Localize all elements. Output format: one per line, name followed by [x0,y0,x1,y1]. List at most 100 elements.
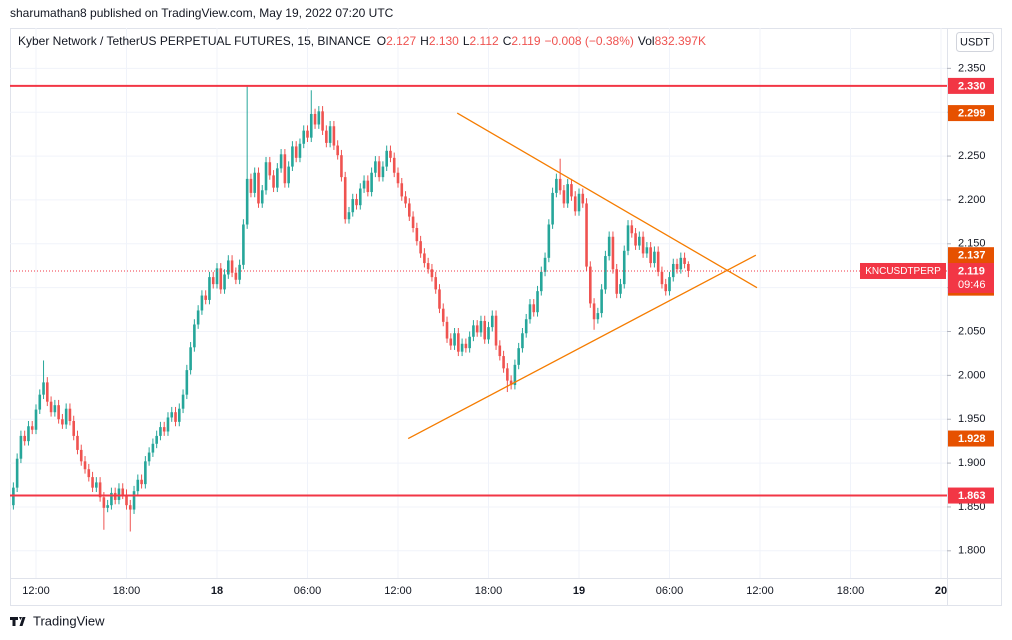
x-tick-label: 06:00 [294,585,322,597]
y-tick-label: 1.900 [958,457,986,469]
candle-body [645,247,649,254]
candle-body [577,193,581,212]
candle-body [434,277,438,290]
candle-body [389,150,392,158]
candle-body [513,364,517,386]
candle-body [460,343,464,352]
candle-body [502,356,505,369]
legend-value: 832.397K [655,34,706,48]
candle-body [272,175,275,188]
candle-body [649,247,652,264]
candle-body [687,263,690,271]
candle-body [79,449,83,462]
candle-body [30,426,34,430]
candle-body [634,233,637,246]
candle-body [536,291,539,313]
candle-body [313,113,317,125]
candle-body [358,188,362,206]
candle-body [404,196,407,204]
price-badge-label: 2.330 [958,80,986,92]
legend-key: L [463,34,470,48]
candle-body [46,382,49,402]
candle-body [524,319,528,334]
candle-body [283,154,287,184]
candle-body [411,216,415,228]
price-badge-label: 1.928 [958,433,986,445]
candle-body [683,257,686,264]
y-tick-label: 2.250 [958,150,986,162]
candle-body [408,203,411,217]
legend-change: −0.008 (−0.38%) [545,34,634,48]
candle-body [147,452,151,462]
y-tick-label: 1.950 [958,413,986,425]
x-tick-label: 12:00 [22,585,50,597]
price-badge [948,430,994,447]
y-tick-label: 2.200 [958,194,986,206]
candle-body [170,412,174,418]
price-badge [948,77,994,94]
candle-body [242,224,245,265]
candle-body [306,130,309,138]
candle-body [487,327,490,340]
candle-body [660,271,664,285]
candle-body [193,324,196,348]
candle-body [257,172,260,204]
candle-body [227,260,230,275]
candle-body [234,272,238,280]
last-price-label: 2.119 [958,265,985,277]
candle-body [189,347,192,371]
x-tick-label: 18 [211,585,223,597]
candle-body [596,313,600,320]
candle-body [336,145,339,156]
candle-body [238,264,241,280]
candle-body [366,180,370,193]
candle-body [298,143,302,158]
candle-body [49,401,53,413]
candle-body [208,277,211,300]
candle-body [291,146,294,167]
candle-body [611,236,615,270]
candle-body [664,284,668,292]
candle-body [276,168,279,188]
candle-body [570,184,573,197]
candle-body [377,161,381,178]
candle-body [53,405,57,413]
candle-body [370,172,373,193]
candle-body [483,320,487,340]
candle-body [638,236,641,246]
legend-key: O [377,34,386,48]
candle-body [128,505,132,510]
candle-body [245,178,249,225]
currency-label: USDT [960,36,990,48]
candle-body [351,199,355,213]
price-badge [948,487,994,504]
candle-body [438,289,441,309]
trend-line [407,254,757,440]
currency-button[interactable] [956,32,994,52]
candle-body [42,382,45,395]
candle-body [196,310,200,325]
candle-body [294,146,298,158]
candle-body [76,435,79,450]
candle-body [64,408,68,425]
candle-body [249,178,253,193]
candle-body [374,161,377,173]
candle-body [325,130,328,143]
candle-body [426,263,430,270]
candle-body [287,166,290,184]
candle-body [619,284,622,294]
x-tick-label: 19 [573,585,585,597]
candle-body [110,492,113,506]
candle-body [279,154,283,169]
symbol-badge [860,262,946,279]
candle-body [562,190,566,204]
candle-body [626,225,630,251]
price-badge-label: 2.137 [958,250,986,262]
candle-body [457,333,460,352]
y-tick-label: 1.800 [958,545,986,557]
candle-body [185,370,189,395]
candle-body [517,348,520,365]
candle-body [585,203,588,267]
legend-key: C [503,34,512,48]
candle-body [385,150,388,167]
